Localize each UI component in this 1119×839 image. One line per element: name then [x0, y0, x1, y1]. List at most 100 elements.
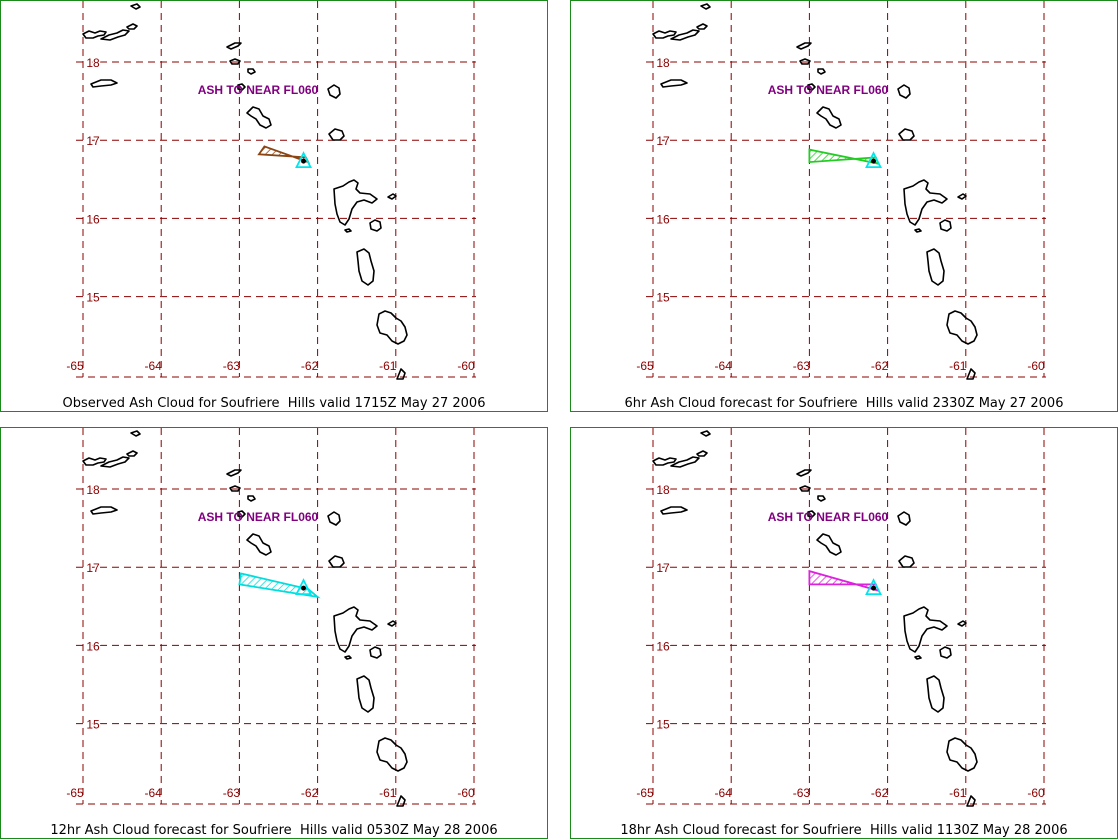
island-outline	[914, 655, 922, 660]
lon-tick-label: -63	[793, 359, 811, 373]
lon-tick-label: -62	[301, 786, 319, 800]
island-outline	[914, 228, 922, 233]
lon-tick-label: -61	[379, 359, 397, 373]
volcano-triangle-icon	[865, 151, 882, 168]
island-outline	[100, 456, 130, 468]
volcano-triangle-icon	[295, 151, 312, 168]
island-outline	[700, 430, 711, 437]
lon-tick-label: -64	[715, 359, 733, 373]
island-outline	[126, 23, 138, 30]
island-outline	[226, 469, 242, 477]
lon-tick-label: -63	[223, 786, 241, 800]
island-outline	[333, 606, 378, 653]
island-outline	[396, 795, 406, 807]
lon-tick-label: -61	[949, 786, 967, 800]
island-outline	[898, 128, 915, 141]
lon-tick-label: -61	[949, 359, 967, 373]
lon-tick-label: -65	[636, 359, 654, 373]
island-outline	[376, 737, 408, 772]
island-outline	[247, 68, 256, 75]
lat-tick-label: 18	[86, 483, 100, 497]
island-outline	[387, 193, 397, 200]
island-outline	[237, 83, 246, 91]
ash-cloud-polygon	[808, 148, 880, 165]
island-outline	[807, 510, 816, 518]
island-outline	[229, 58, 241, 65]
lat-tick-label: 18	[656, 483, 670, 497]
lat-tick-label: 15	[86, 718, 100, 732]
coastlines	[652, 3, 978, 380]
lon-tick-label: -65	[636, 786, 654, 800]
volcano-center-dot	[301, 158, 307, 164]
lat-tick-label: 18	[86, 56, 100, 70]
flight-level-annotation: ASH TO NEAR FL060	[198, 510, 319, 524]
map-canvas: -65 -64 -63 -62 -61 -60 18 17 16 15 ASH TO NEAR FL…	[636, 1, 1046, 380]
island-outline	[229, 485, 241, 492]
map-canvas: -65 -64 -63 -62 -61 -60 18 17 16 15 ASH TO NEAR FL…	[66, 428, 476, 807]
lon-tick-label: -60	[457, 359, 475, 373]
coastlines	[82, 3, 408, 380]
island-outline	[369, 646, 382, 659]
coastlines	[652, 430, 978, 807]
island-outline	[696, 450, 708, 457]
island-outline	[90, 79, 118, 88]
island-outline	[82, 30, 107, 39]
graticule	[76, 428, 476, 805]
lon-tick-label: -63	[223, 359, 241, 373]
island-outline	[796, 469, 812, 477]
panel-caption: 12hr Ash Cloud forecast for Soufriere Hi…	[50, 823, 498, 838]
flight-level-annotation: ASH TO NEAR FL060	[198, 83, 319, 97]
island-outline	[82, 457, 107, 466]
lat-tick-label: 16	[656, 639, 670, 653]
island-outline	[939, 646, 952, 659]
island-outline	[652, 30, 677, 39]
island-outline	[387, 620, 397, 627]
lon-tick-label: -62	[871, 786, 889, 800]
island-outline	[328, 555, 345, 568]
island-outline	[396, 368, 406, 380]
lat-tick-label: 16	[86, 639, 100, 653]
volcano-triangle-icon	[295, 578, 312, 595]
island-outline	[90, 506, 118, 515]
graticule	[646, 428, 1046, 805]
island-outline	[327, 84, 341, 99]
lat-tick-label: 16	[656, 212, 670, 226]
island-outline	[957, 193, 967, 200]
volcano-center-dot	[871, 585, 877, 591]
flight-level-annotation: ASH TO NEAR FL060	[768, 510, 889, 524]
map-canvas: -65 -64 -63 -62 -61 -60 18 17 16 15 ASH TO NEAR FL…	[636, 428, 1046, 807]
island-outline	[652, 457, 677, 466]
island-outline	[700, 3, 711, 10]
lat-tick-label: 17	[656, 134, 670, 148]
island-outline	[966, 795, 976, 807]
island-outline	[356, 675, 375, 713]
island-outline	[897, 84, 911, 99]
lon-tick-label: -61	[379, 786, 397, 800]
lon-tick-label: -65	[66, 786, 84, 800]
island-outline	[100, 29, 130, 41]
island-outline	[903, 179, 948, 226]
island-outline	[816, 533, 842, 556]
island-outline	[130, 3, 141, 10]
island-outline	[130, 430, 141, 437]
island-outline	[926, 675, 945, 713]
island-outline	[328, 128, 345, 141]
island-outline	[327, 511, 341, 526]
island-outline	[356, 248, 375, 286]
panel-caption: 18hr Ash Cloud forecast for Soufriere Hi…	[620, 823, 1068, 838]
island-outline	[799, 485, 811, 492]
lon-tick-label: -64	[715, 786, 733, 800]
lat-tick-label: 16	[86, 212, 100, 226]
map-canvas: -65 -64 -63 -62 -61 -60 18 17 16 15 ASH TO NEAR FL…	[66, 1, 476, 380]
island-outline	[966, 368, 976, 380]
lat-tick-label: 18	[656, 56, 670, 70]
panel-caption: 6hr Ash Cloud forecast for Soufriere Hil…	[624, 396, 1064, 411]
island-outline	[247, 495, 256, 502]
island-outline	[376, 310, 408, 345]
island-outline	[817, 495, 826, 502]
island-outline	[817, 68, 826, 75]
lat-tick-label: 15	[656, 718, 670, 732]
lon-tick-label: -60	[1027, 359, 1045, 373]
island-outline	[897, 511, 911, 526]
map-panel-observed: -65 -64 -63 -62 -61 -60 18 17 16 15 ASH TO NEAR FL…	[0, 0, 548, 412]
